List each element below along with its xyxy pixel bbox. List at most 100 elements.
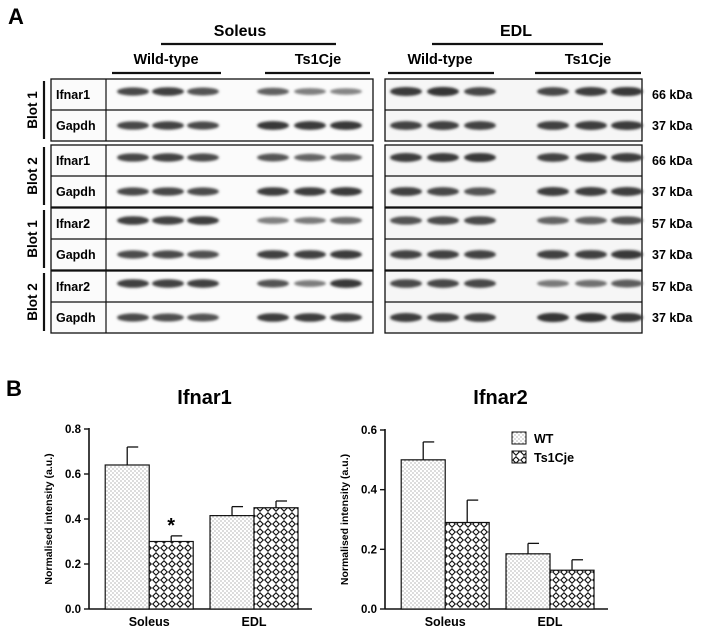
- y-tick-label: 0.6: [65, 469, 81, 481]
- panel-b-letter: B: [6, 376, 22, 401]
- kda-label: 57 kDa: [652, 217, 693, 231]
- band: [575, 279, 607, 288]
- band: [575, 187, 607, 196]
- band: [427, 313, 459, 322]
- y-tick-label: 0.0: [65, 604, 81, 616]
- legend-label-ts1cje: Ts1Cje: [534, 451, 574, 465]
- y-tick-label: 0.2: [65, 559, 81, 571]
- band: [575, 250, 607, 259]
- band: [187, 153, 219, 162]
- band: [390, 121, 422, 130]
- band: [187, 87, 219, 96]
- band: [330, 88, 362, 95]
- band: [464, 187, 496, 196]
- band: [117, 153, 149, 162]
- band: [464, 152, 496, 163]
- band: [187, 250, 219, 259]
- band: [330, 153, 362, 162]
- chart-title: Ifnar1: [177, 387, 231, 409]
- band: [537, 153, 569, 162]
- band: [330, 279, 362, 288]
- band: [464, 216, 496, 225]
- band: [611, 312, 643, 323]
- band: [294, 217, 326, 224]
- band: [427, 121, 459, 130]
- chart-title: Ifnar2: [473, 387, 527, 409]
- band: [257, 187, 289, 196]
- protein-label: Gapdh: [56, 119, 96, 133]
- band: [330, 313, 362, 322]
- band: [187, 121, 219, 130]
- y-tick-label: 0.6: [361, 425, 377, 437]
- y-tick-label: 0.4: [361, 485, 378, 497]
- panel-a-letter: A: [8, 4, 24, 29]
- band: [117, 187, 149, 196]
- significance-marker: *: [167, 515, 175, 537]
- band: [294, 280, 326, 287]
- y-axis-label: Normalised intensity (a.u.): [43, 453, 55, 584]
- band: [537, 216, 569, 225]
- band: [611, 279, 643, 288]
- band: [611, 120, 643, 131]
- blot-label: Blot 1: [25, 220, 40, 258]
- band: [257, 313, 289, 322]
- kda-label: 66 kDa: [652, 88, 693, 102]
- legend: WT Ts1Cje: [511, 431, 574, 465]
- protein-label: Gapdh: [56, 311, 96, 325]
- protein-label: Ifnar2: [56, 280, 90, 294]
- kda-label: 37 kDa: [652, 119, 693, 133]
- kda-label: 37 kDa: [652, 185, 693, 199]
- legend-swatch-wt: [511, 431, 527, 445]
- band: [152, 313, 184, 322]
- bar: [148, 540, 194, 610]
- subgroup-label-soleus-wt: Wild-type: [133, 52, 198, 68]
- band: [294, 187, 326, 196]
- band: [575, 87, 607, 96]
- band: [611, 216, 643, 225]
- band: [427, 86, 459, 97]
- band: [152, 153, 184, 162]
- band: [390, 279, 422, 288]
- legend-label-wt: WT: [534, 432, 554, 446]
- blot-label: Blot 2: [25, 283, 40, 321]
- band: [537, 250, 569, 259]
- band: [575, 312, 607, 323]
- y-tick-label: 0.2: [361, 544, 377, 556]
- subgroup-label-soleus-ts: Ts1Cje: [295, 52, 341, 68]
- band: [464, 250, 496, 259]
- bar: [549, 569, 595, 610]
- band: [427, 152, 459, 163]
- band: [187, 187, 219, 196]
- band: [575, 216, 607, 225]
- bar: [253, 507, 299, 610]
- protein-label: Ifnar1: [56, 88, 90, 102]
- band: [575, 121, 607, 130]
- band: [390, 250, 422, 259]
- blot-label: Blot 1: [25, 91, 40, 129]
- x-tick-label: EDL: [242, 615, 267, 629]
- band: [152, 87, 184, 96]
- group-label-edl: EDL: [500, 23, 532, 40]
- band: [257, 153, 289, 162]
- band: [611, 249, 643, 260]
- band: [611, 86, 643, 97]
- protein-label: Ifnar1: [56, 154, 90, 168]
- band: [294, 250, 326, 259]
- band: [390, 216, 422, 225]
- band: [152, 187, 184, 196]
- band: [390, 86, 422, 97]
- band: [427, 279, 459, 288]
- kda-label: 37 kDa: [652, 311, 693, 325]
- band: [464, 87, 496, 96]
- x-tick-label: Soleus: [129, 615, 170, 629]
- bar: [104, 464, 150, 610]
- band: [117, 313, 149, 322]
- group-label-soleus: Soleus: [214, 23, 267, 40]
- band: [537, 279, 569, 288]
- band: [464, 121, 496, 130]
- band: [257, 217, 289, 224]
- band: [427, 187, 459, 196]
- protein-label: Ifnar2: [56, 217, 90, 231]
- bar: [505, 553, 551, 610]
